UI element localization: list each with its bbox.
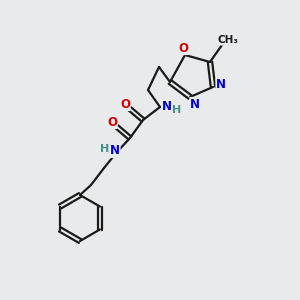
Text: N: N <box>162 100 172 112</box>
Text: N: N <box>190 98 200 110</box>
Text: N: N <box>110 145 120 158</box>
Text: O: O <box>178 41 188 55</box>
Text: H: H <box>100 144 109 154</box>
Text: H: H <box>172 105 182 115</box>
Text: O: O <box>107 116 117 128</box>
Text: CH₃: CH₃ <box>218 35 239 45</box>
Text: N: N <box>216 79 226 92</box>
Text: O: O <box>120 98 130 110</box>
